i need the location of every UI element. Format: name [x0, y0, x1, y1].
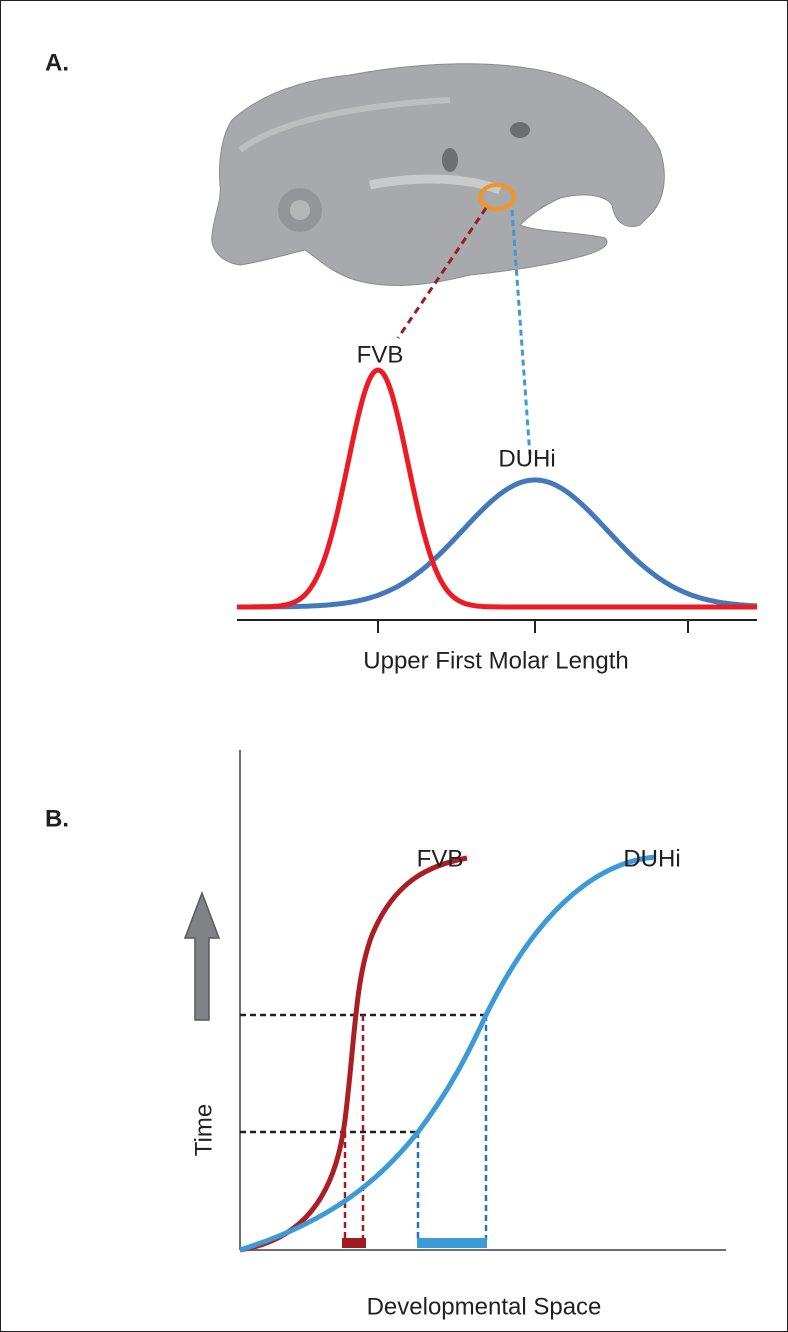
gaussian-curve: [237, 367, 757, 610]
gaussian-curve: [237, 477, 758, 610]
range-bar: [417, 1238, 487, 1248]
range-bar: [342, 1238, 366, 1248]
growth-curve: [239, 854, 656, 1253]
time-arrow: [183, 890, 221, 1021]
panel-label: B.: [45, 805, 69, 832]
panel-label: A.: [45, 49, 69, 76]
x-axis-label: Developmental Space: [367, 1293, 602, 1320]
growth-curve: [239, 855, 468, 1253]
leader-line: [396, 207, 488, 339]
curve-label: DUHi: [498, 445, 555, 472]
curve-label: FVB: [417, 845, 464, 872]
x-axis-label: Upper First Molar Length: [363, 647, 628, 674]
molar-highlight: [478, 183, 516, 211]
curve-label: DUHi: [623, 845, 680, 872]
curve-label: FVB: [357, 341, 404, 368]
leader-line: [510, 209, 532, 457]
skull: [211, 63, 665, 286]
y-axis-label: Time: [190, 1104, 217, 1156]
